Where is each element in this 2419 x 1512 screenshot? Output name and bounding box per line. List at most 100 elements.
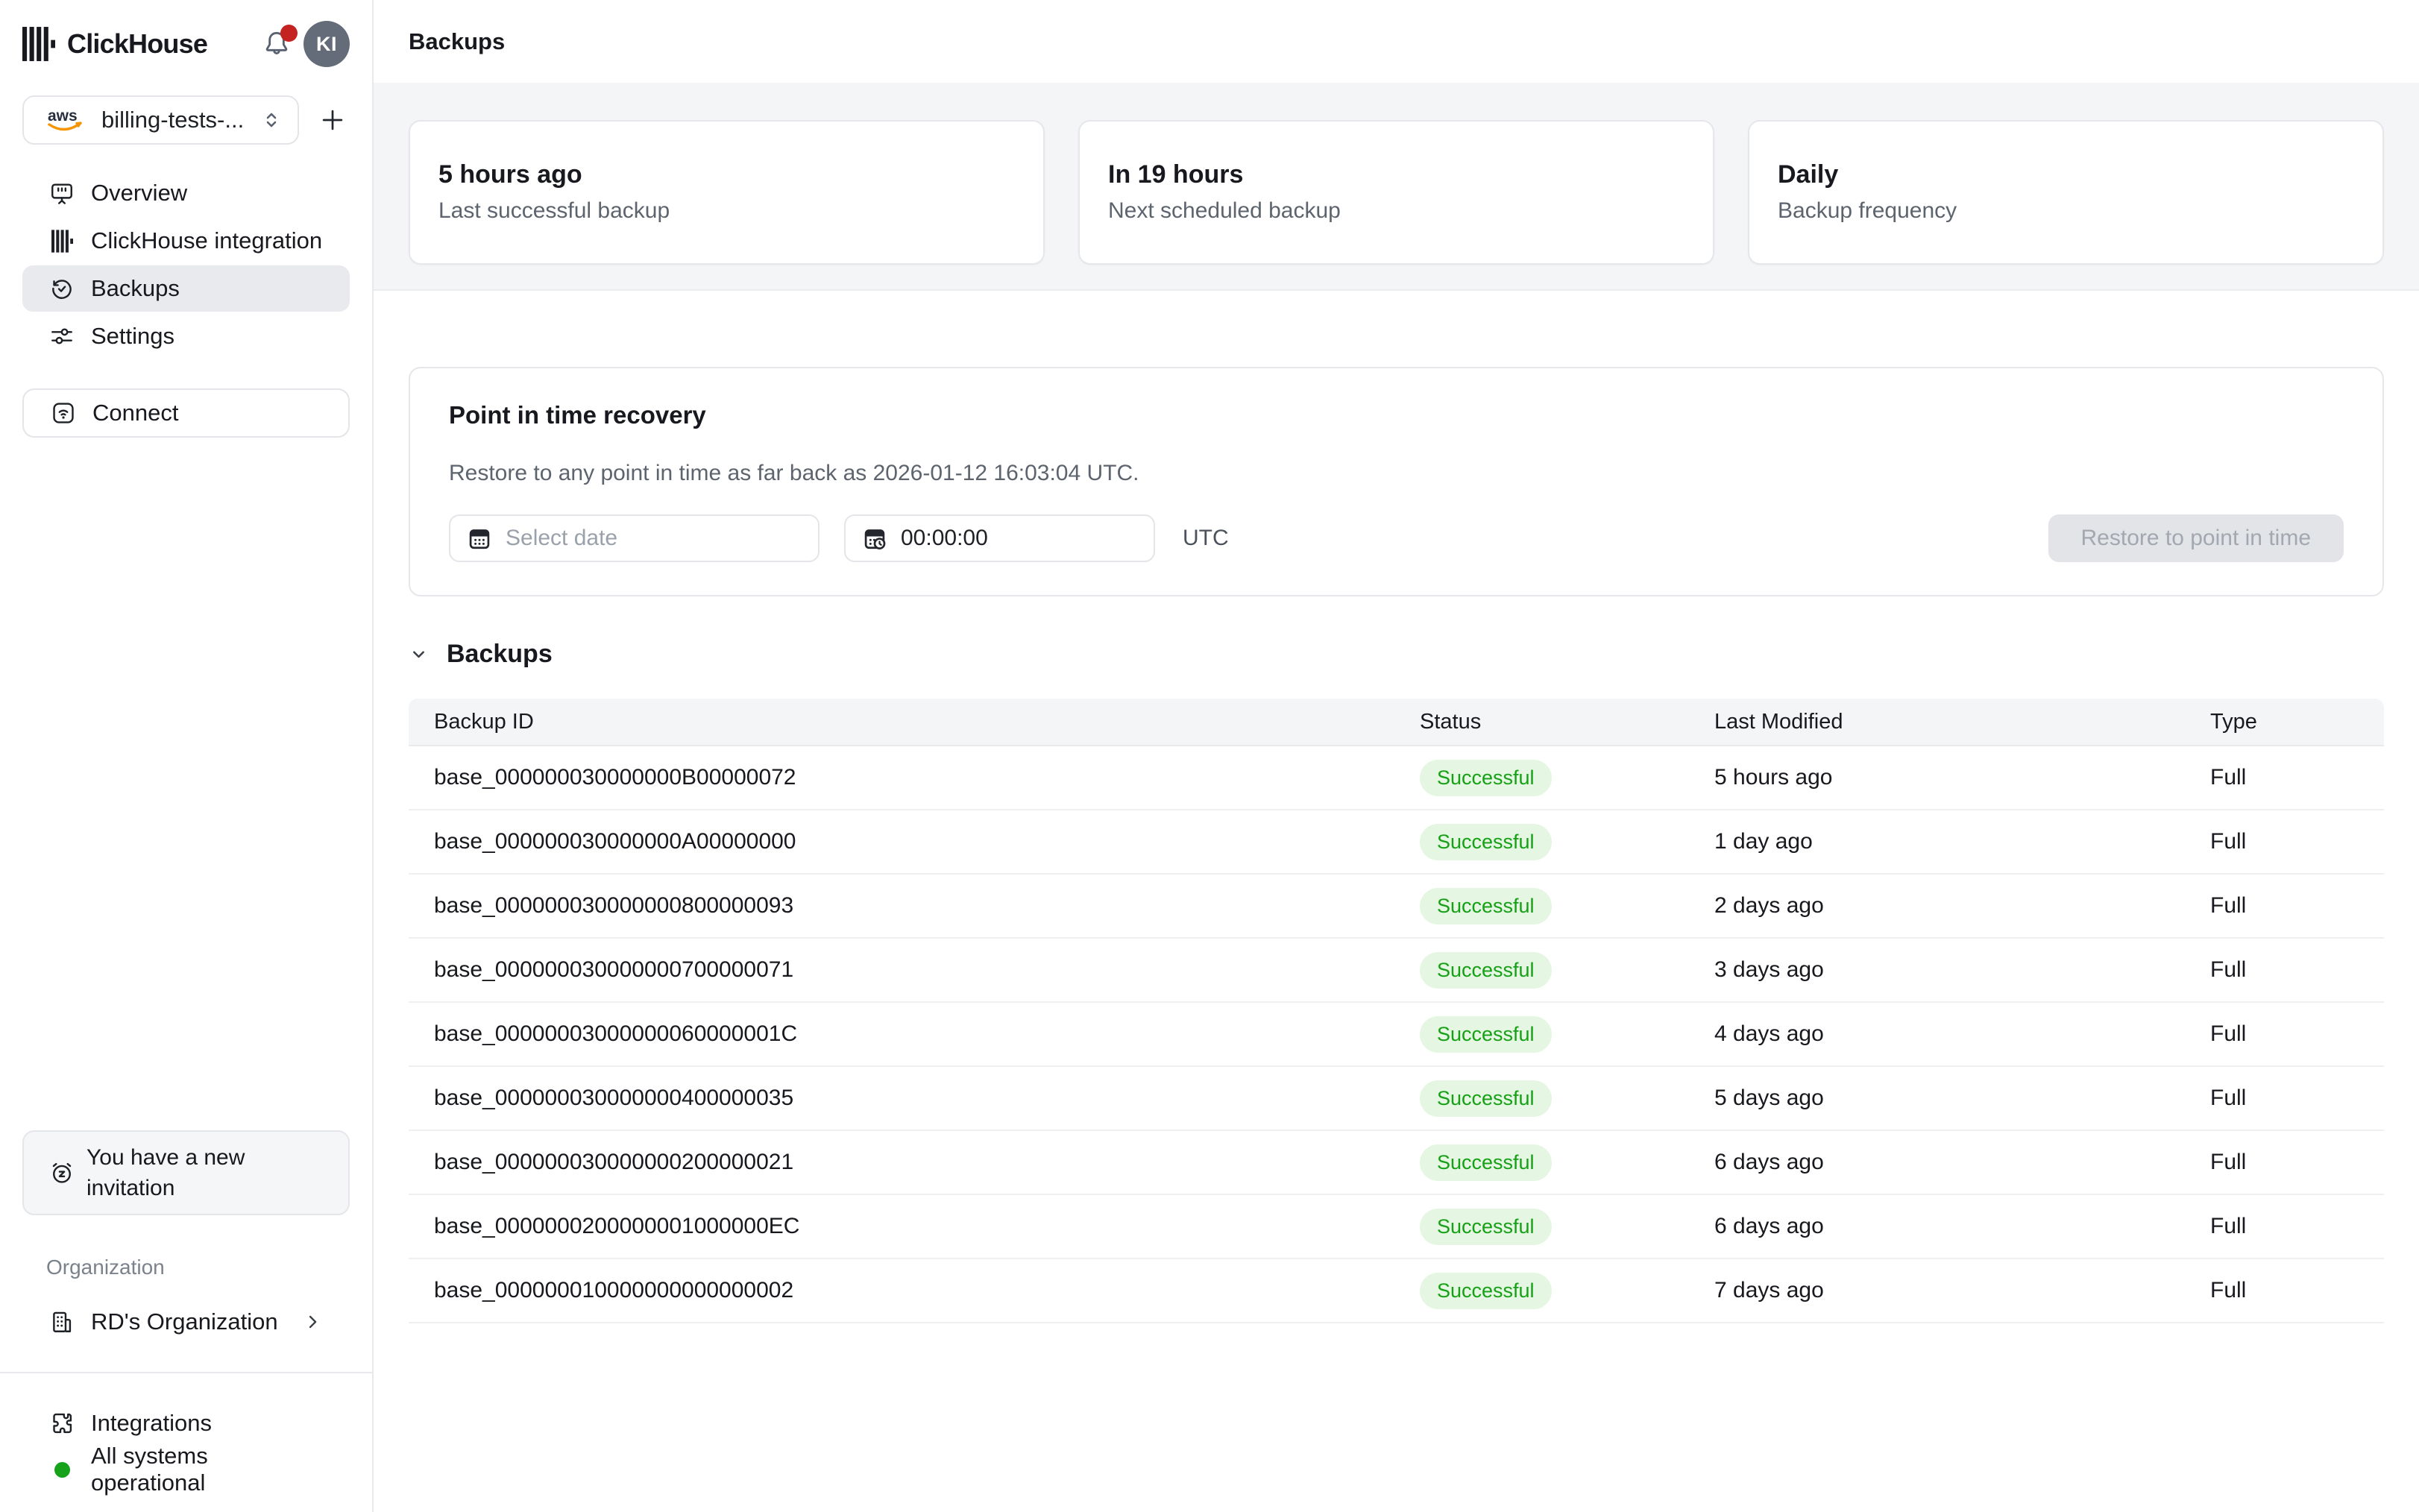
card-label: Backup frequency — [1778, 198, 1957, 223]
backup-id-cell: base_000000010000000000000002 — [434, 1278, 794, 1302]
backup-id-cell: base_000000030000000800000093 — [434, 893, 794, 918]
table-row[interactable]: base_00000003000000060000001C Successful… — [409, 1003, 2384, 1067]
sidebar-item-label: Settings — [91, 323, 175, 349]
backup-history-icon — [49, 276, 75, 301]
column-last-modified: Last Modified — [1714, 709, 1843, 734]
app-title: ClickHouse — [67, 28, 208, 59]
status-badge: Successful — [1420, 1144, 1552, 1181]
time-value: 00:00:00 — [901, 526, 988, 550]
timezone-label: UTC — [1183, 526, 1229, 550]
svg-text:aws: aws — [48, 107, 78, 125]
invitation-banner[interactable]: You have a new invitation — [22, 1130, 350, 1215]
last-modified-cell: 5 days ago — [1714, 1086, 1824, 1110]
sidebar-item-settings[interactable]: Settings — [22, 313, 350, 359]
table-row[interactable]: base_0000000200000001000000EC Successful… — [409, 1195, 2384, 1259]
sidebar-item-backups[interactable]: Backups — [22, 265, 350, 312]
calendar-icon — [467, 526, 492, 551]
type-cell: Full — [2210, 829, 2247, 854]
sidebar: ClickHouse KI aws billing-tests-... — [0, 0, 374, 1512]
backup-id-cell: base_000000030000000A00000000 — [434, 829, 796, 854]
last-modified-cell: 4 days ago — [1714, 1021, 1824, 1046]
content: Point in time recovery Restore to any po… — [374, 291, 2419, 1512]
invitation-clock-icon — [49, 1160, 75, 1185]
monitor-icon — [49, 180, 75, 206]
chevron-right-icon — [302, 1311, 323, 1332]
last-backup-card: 5 hours ago Last successful backup — [409, 120, 1045, 265]
card-label: Next scheduled backup — [1108, 198, 1341, 223]
last-modified-cell: 7 days ago — [1714, 1278, 1824, 1302]
pitr-title: Point in time recovery — [449, 401, 706, 429]
add-service-button[interactable] — [315, 103, 350, 137]
column-status: Status — [1420, 709, 1482, 734]
backup-id-cell: base_000000030000000700000071 — [434, 957, 794, 982]
building-icon — [49, 1309, 75, 1335]
last-modified-cell: 5 hours ago — [1714, 765, 1833, 790]
sidebar-item-overview[interactable]: Overview — [22, 170, 350, 216]
date-picker-input[interactable]: Select date — [449, 514, 820, 562]
notifications-button[interactable] — [262, 25, 298, 60]
aws-logo-icon: aws — [43, 104, 88, 136]
type-cell: Full — [2210, 893, 2247, 918]
connect-label: Connect — [92, 400, 179, 426]
backup-id-cell: base_000000030000000200000021 — [434, 1150, 794, 1174]
pitr-description: Restore to any point in time as far back… — [449, 461, 1139, 485]
table-row[interactable]: base_000000030000000200000021 Successful… — [409, 1131, 2384, 1195]
type-cell: Full — [2210, 1086, 2247, 1110]
service-row: aws billing-tests-... — [22, 95, 350, 145]
table-row[interactable]: base_000000030000000B00000072 Successful… — [409, 746, 2384, 810]
table-row[interactable]: base_000000030000000800000093 Successful… — [409, 875, 2384, 939]
sidebar-item-label: Overview — [91, 180, 188, 206]
sidebar-nav: Overview ClickHouse integration Backup — [22, 170, 350, 361]
summary-cards: 5 hours ago Last successful backup In 19… — [374, 83, 2419, 291]
card-value: In 19 hours — [1108, 160, 1244, 189]
notification-badge-dot — [280, 25, 298, 42]
chevron-down-icon[interactable] — [409, 644, 429, 664]
table-row[interactable]: base_000000010000000000000002 Successful… — [409, 1259, 2384, 1323]
sidebar-item-clickhouse-integration[interactable]: ClickHouse integration — [22, 218, 350, 264]
column-type: Type — [2210, 709, 2257, 734]
backup-id-cell: base_0000000200000001000000EC — [434, 1214, 800, 1238]
backups-table-body: base_000000030000000B00000072 Successful… — [409, 746, 2384, 1323]
status-badge: Successful — [1420, 951, 1552, 989]
page-title: Backups — [409, 28, 506, 54]
table-row[interactable]: base_000000030000000400000035 Successful… — [409, 1067, 2384, 1131]
status-badge: Successful — [1420, 1208, 1552, 1245]
backup-id-cell: base_000000030000000B00000072 — [434, 765, 796, 790]
type-cell: Full — [2210, 1021, 2247, 1046]
integrations-link[interactable]: Integrations — [22, 1400, 350, 1446]
organization-switcher[interactable]: RD's Organization — [22, 1299, 350, 1345]
backups-table: Backup ID Status Last Modified Type base… — [409, 699, 2384, 1323]
sidebar-item-label: Backups — [91, 275, 180, 301]
system-status-link[interactable]: All systems operational — [22, 1443, 350, 1496]
service-selector[interactable]: aws billing-tests-... — [22, 95, 299, 145]
sidebar-divider — [0, 1372, 372, 1373]
type-cell: Full — [2210, 1214, 2247, 1238]
column-backup-id: Backup ID — [434, 709, 534, 734]
table-row[interactable]: base_000000030000000A00000000 Successful… — [409, 810, 2384, 875]
avatar[interactable]: KI — [303, 21, 350, 67]
status-badge: Successful — [1420, 759, 1552, 796]
last-modified-cell: 6 days ago — [1714, 1150, 1824, 1174]
last-modified-cell: 3 days ago — [1714, 957, 1824, 982]
card-value: Daily — [1778, 160, 1839, 189]
sliders-icon — [49, 324, 75, 349]
backup-id-cell: base_00000003000000060000001C — [434, 1021, 798, 1046]
main-content: Backups 5 hours ago Last successful back… — [374, 0, 2419, 1512]
organization-label: Organization — [46, 1256, 165, 1279]
time-input[interactable]: 00:00:00 — [844, 514, 1155, 562]
restore-button[interactable]: Restore to point in time — [2048, 514, 2344, 562]
service-name: billing-tests-... — [101, 107, 245, 133]
clickhouse-logo-icon — [22, 26, 55, 62]
status-badge: Successful — [1420, 1272, 1552, 1309]
calendar-clock-icon — [862, 526, 887, 551]
status-badge: Successful — [1420, 1080, 1552, 1117]
pitr-controls: Select date — [449, 514, 2344, 562]
connect-button[interactable]: Connect — [22, 388, 350, 438]
type-cell: Full — [2210, 957, 2247, 982]
status-badge: Successful — [1420, 887, 1552, 924]
organization-name: RD's Organization — [91, 1308, 278, 1335]
backup-id-cell: base_000000030000000400000035 — [434, 1086, 794, 1110]
table-row[interactable]: base_000000030000000700000071 Successful… — [409, 939, 2384, 1003]
backups-section-title: Backups — [447, 640, 553, 668]
topbar: Backups — [374, 0, 2419, 83]
